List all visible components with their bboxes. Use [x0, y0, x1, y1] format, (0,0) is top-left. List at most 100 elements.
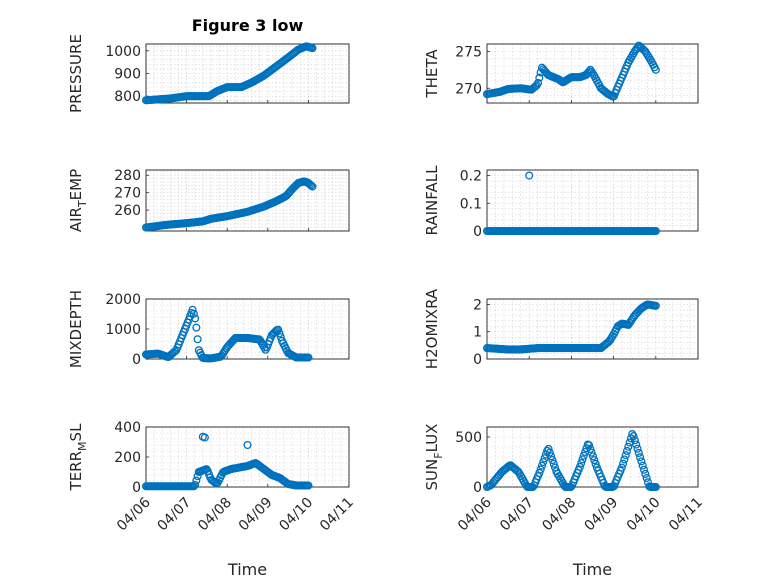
data-point	[629, 432, 638, 441]
panel-theta: 270 275 THETA	[423, 41, 699, 104]
data-point	[545, 448, 554, 457]
data-point	[243, 440, 252, 450]
y-axis-label-subscript: M	[76, 441, 89, 451]
x-axis-label: Time	[572, 560, 612, 579]
data-point	[638, 461, 647, 470]
data-point	[539, 457, 548, 467]
y-tick-label: 0.1	[460, 196, 482, 212]
data-point	[537, 461, 547, 470]
panel-sun-flux: 0 500 04/06 04/07 04/08 04/09 04/10 04/11 SUNFLU…	[423, 424, 706, 579]
data-point	[533, 78, 543, 88]
data-point	[192, 476, 201, 485]
data-point	[638, 44, 647, 54]
y-tick-label: 260	[114, 203, 141, 219]
data-point	[637, 457, 646, 466]
y-axis-label: THETA	[423, 49, 441, 99]
y-axis-label-part: THETA	[423, 49, 441, 99]
panel-rainfall: 0 0.1 0.2 RAINFALL	[423, 165, 699, 240]
data-point	[192, 323, 201, 332]
y-tick-label: 0	[473, 224, 482, 240]
y-axis-label-part: H2OMIXRA	[423, 288, 441, 369]
data-point	[548, 455, 557, 465]
data-point	[586, 65, 595, 74]
y-tick-label: 0	[473, 352, 482, 368]
data-point	[622, 446, 632, 456]
axes-border	[486, 298, 699, 360]
data-point	[169, 348, 178, 357]
data-point	[549, 459, 558, 468]
y-axis-label-part: PRESSURE	[67, 34, 85, 113]
data-point	[633, 444, 642, 453]
x-tick-label: 04/09	[582, 495, 622, 535]
y-tick-label: 200	[114, 450, 141, 466]
data-point	[634, 448, 643, 458]
data-point	[621, 451, 630, 460]
axes-border	[486, 43, 699, 104]
data-point	[547, 452, 556, 461]
data-point	[591, 459, 600, 468]
y-tick-label: 500	[455, 430, 482, 446]
y-tick-label: 270	[114, 186, 141, 202]
y-tick-label: 0.2	[460, 169, 482, 185]
data-point	[200, 433, 209, 442]
x-tick-label: 04/08	[539, 495, 579, 535]
axes-border	[145, 169, 350, 232]
y-axis-label-part: AIR	[67, 207, 85, 232]
data-point	[617, 463, 626, 472]
x-tick-label: 04/10	[624, 495, 664, 535]
data-point	[304, 353, 313, 362]
y-tick-label: 0	[132, 352, 141, 368]
y-tick-label: 1000	[105, 44, 141, 60]
y-axis-label: H2OMIXRA	[423, 288, 441, 369]
data-point	[603, 338, 612, 347]
data-point	[544, 444, 553, 453]
data-point	[630, 436, 639, 445]
x-tick-label: 04/06	[455, 494, 495, 534]
x-tick-label: 04/08	[195, 495, 235, 535]
y-tick-label: 900	[114, 67, 141, 83]
data-point	[535, 73, 544, 82]
y-axis-label: TERRMSL	[67, 423, 89, 492]
x-tick-label: 04/09	[236, 495, 276, 535]
data-point	[639, 465, 649, 474]
data-point	[577, 459, 586, 468]
axes-border	[486, 426, 699, 488]
data-point	[619, 459, 628, 468]
y-axis-label: MIXDEPTH	[67, 290, 85, 368]
y-tick-label: 275	[455, 44, 482, 60]
data-point	[651, 226, 660, 236]
data-point	[632, 440, 641, 449]
data-point	[588, 452, 598, 461]
panel-mixdepth: 0 1000 2000 MIXDEPTH	[67, 290, 350, 368]
y-axis-label: AIRTEMP	[67, 169, 89, 232]
y-axis-label-part: SUN	[423, 459, 441, 491]
data-point	[193, 472, 202, 481]
y-axis-label-part: MIXDEPTH	[67, 290, 85, 368]
x-tick-label: 04/11	[666, 495, 706, 535]
y-axis-label-part: LUX	[423, 424, 441, 453]
y-axis-label-part: SL	[67, 423, 85, 442]
data-point	[189, 309, 198, 318]
y-tick-label: 1000	[105, 322, 141, 338]
data-point	[191, 480, 200, 489]
data-point	[525, 171, 534, 180]
data-point	[642, 474, 651, 483]
y-tick-label: 400	[114, 420, 141, 436]
y-axis-label-part: RAINFALL	[423, 165, 441, 236]
y-tick-label: 270	[455, 81, 482, 97]
x-tick-label: 04/07	[155, 495, 195, 535]
data-point	[624, 442, 633, 451]
data-point	[307, 181, 316, 190]
data-point	[308, 182, 317, 191]
data-point	[575, 462, 584, 471]
data-point	[651, 482, 660, 492]
y-tick-label: 0	[473, 480, 482, 496]
data-point	[636, 453, 645, 462]
panel-h2omixra: 0 1 2 H2OMIXRA	[423, 288, 699, 369]
data-point	[305, 180, 314, 189]
y-tick-label: 280	[114, 168, 141, 184]
y-axis-label: PRESSURE	[67, 34, 85, 113]
y-tick-label: 1	[473, 325, 482, 341]
